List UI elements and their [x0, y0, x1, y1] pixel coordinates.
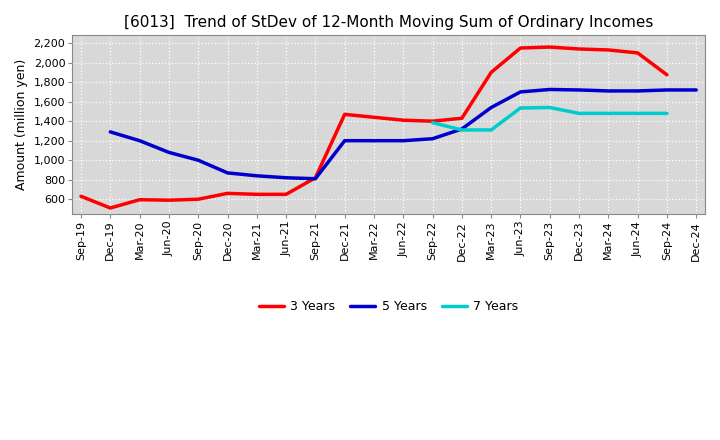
3 Years	[341, 112, 349, 117]
3 Years	[135, 197, 144, 202]
3 Years	[223, 191, 232, 196]
5 Years	[165, 150, 174, 155]
5 Years	[369, 138, 378, 143]
3 Years	[369, 115, 378, 120]
5 Years	[546, 87, 554, 92]
5 Years	[341, 138, 349, 143]
5 Years	[604, 88, 613, 94]
7 Years	[487, 127, 495, 132]
3 Years	[487, 70, 495, 75]
7 Years	[634, 111, 642, 116]
5 Years	[194, 158, 202, 163]
3 Years	[77, 194, 86, 199]
7 Years	[662, 111, 671, 116]
5 Years	[311, 176, 320, 181]
5 Years	[428, 136, 437, 141]
5 Years	[634, 88, 642, 94]
3 Years	[165, 198, 174, 203]
5 Years	[692, 87, 701, 92]
Title: [6013]  Trend of StDev of 12-Month Moving Sum of Ordinary Incomes: [6013] Trend of StDev of 12-Month Moving…	[124, 15, 653, 30]
5 Years	[399, 138, 408, 143]
3 Years	[428, 118, 437, 124]
7 Years	[516, 105, 525, 110]
Line: 7 Years: 7 Years	[433, 107, 667, 130]
3 Years	[634, 50, 642, 55]
3 Years	[662, 72, 671, 77]
3 Years	[546, 44, 554, 50]
7 Years	[575, 111, 583, 116]
3 Years	[575, 46, 583, 51]
7 Years	[546, 105, 554, 110]
Line: 5 Years: 5 Years	[110, 89, 696, 179]
3 Years	[457, 116, 466, 121]
3 Years	[311, 175, 320, 180]
7 Years	[604, 111, 613, 116]
3 Years	[604, 48, 613, 53]
5 Years	[575, 87, 583, 92]
5 Years	[106, 129, 114, 135]
5 Years	[662, 87, 671, 92]
Y-axis label: Amount (million yen): Amount (million yen)	[15, 59, 28, 190]
3 Years	[399, 117, 408, 123]
7 Years	[428, 120, 437, 125]
5 Years	[135, 138, 144, 143]
5 Years	[282, 175, 290, 180]
3 Years	[253, 192, 261, 197]
5 Years	[457, 126, 466, 132]
3 Years	[194, 197, 202, 202]
3 Years	[106, 205, 114, 211]
Legend: 3 Years, 5 Years, 7 Years: 3 Years, 5 Years, 7 Years	[254, 295, 523, 318]
Line: 3 Years: 3 Years	[81, 47, 667, 208]
5 Years	[487, 105, 495, 110]
3 Years	[516, 45, 525, 51]
5 Years	[516, 89, 525, 95]
5 Years	[253, 173, 261, 179]
3 Years	[282, 192, 290, 197]
7 Years	[457, 127, 466, 132]
5 Years	[223, 170, 232, 176]
